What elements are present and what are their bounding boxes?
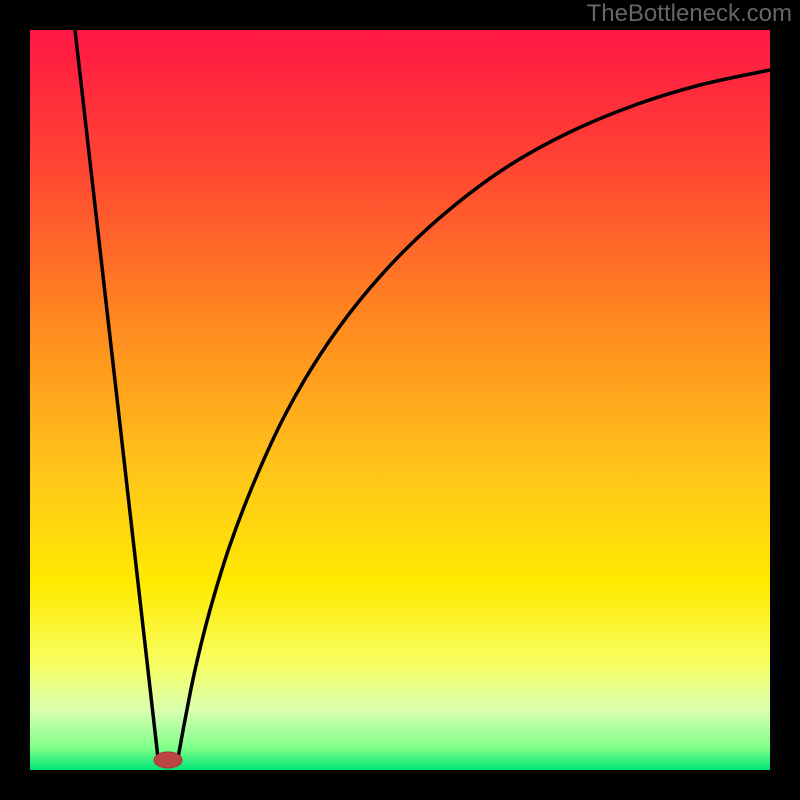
watermark-text: TheBottleneck.com [587,0,792,28]
gradient-background [30,30,770,770]
bottleneck-chart: TheBottleneck.com [0,0,800,800]
chart-svg [0,0,800,800]
bottleneck-marker [154,752,182,768]
